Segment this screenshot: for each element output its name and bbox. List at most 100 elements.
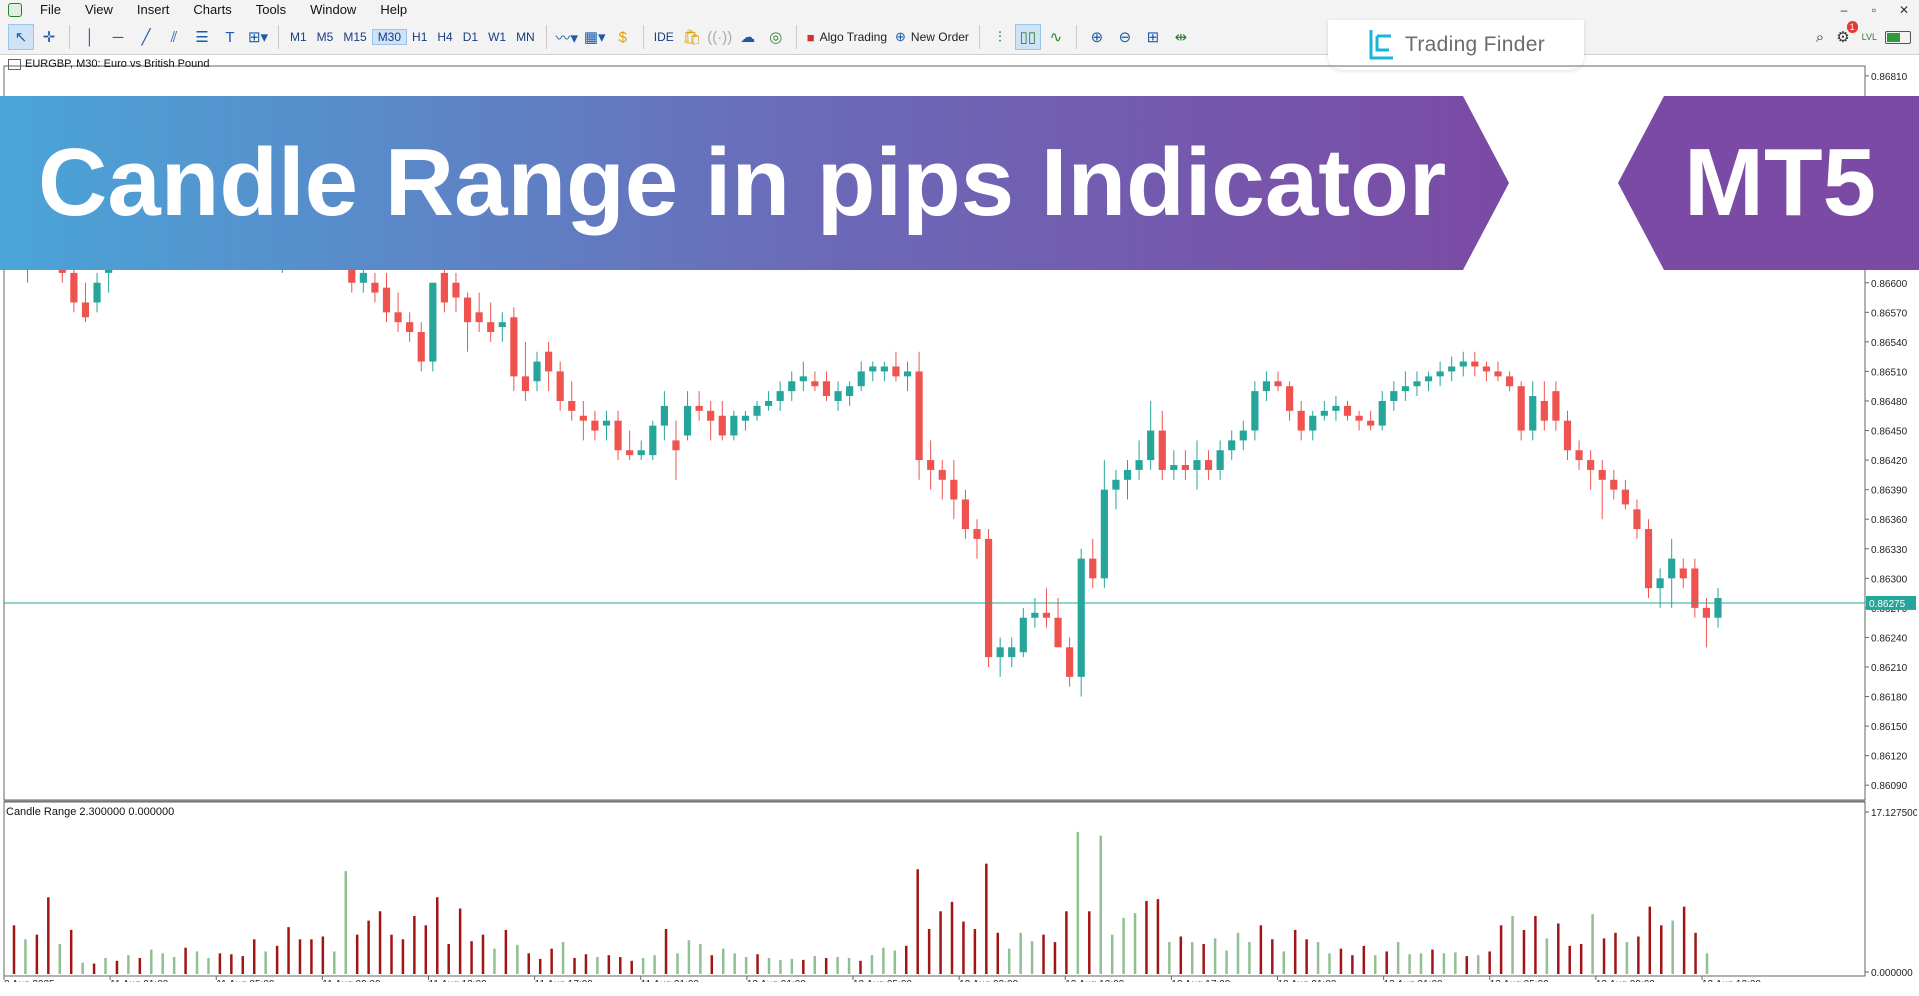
candle-bull xyxy=(799,376,807,382)
channel-icon[interactable]: ⫽ xyxy=(170,28,178,46)
indicator-y-tick-label: 17.127500 xyxy=(1871,808,1917,819)
candle-bull xyxy=(834,391,842,401)
x-tick-label: 11 Aug 13:00 xyxy=(429,979,488,982)
algo-trading-button[interactable]: ■ Algo Trading xyxy=(803,24,891,50)
candle-bull xyxy=(1123,469,1132,480)
timeframe-m5[interactable]: M5 xyxy=(316,30,334,44)
menu-window[interactable]: Window xyxy=(310,2,357,17)
zoom-in-icon[interactable]: ⊕ xyxy=(1090,29,1104,46)
menu-help[interactable]: Help xyxy=(380,2,408,17)
template-icon[interactable]: ▦▾ xyxy=(583,29,606,46)
signal-icon[interactable]: ((·)) xyxy=(707,28,733,46)
cloud-icon[interactable]: ☁ xyxy=(740,29,756,46)
close-button[interactable]: ✕ xyxy=(1898,3,1910,17)
text-icon[interactable]: T xyxy=(225,28,235,46)
menu-file[interactable]: File xyxy=(40,2,61,17)
menu-charts[interactable]: Charts xyxy=(193,2,232,17)
timeframe-d1[interactable]: D1 xyxy=(462,30,479,44)
candle-bull xyxy=(1170,465,1178,470)
market-icon[interactable]: 🛍 xyxy=(682,29,702,46)
title-banner: Candle Range in pips Indicator xyxy=(0,96,1509,270)
chart-window[interactable]: 0.868100.867800.867500.867200.866900.866… xyxy=(2,56,1917,982)
grid-icon[interactable]: ⊞ xyxy=(1146,29,1160,46)
autoscroll-icon[interactable]: ⇹ xyxy=(1174,29,1188,46)
candle-bear xyxy=(707,410,715,421)
candle-bull xyxy=(1668,558,1676,579)
y-tick-label: 0.86180 xyxy=(1871,693,1908,704)
candle-bear xyxy=(1204,460,1213,470)
candle-bear xyxy=(556,371,564,401)
timeframe-w1[interactable]: W1 xyxy=(488,30,507,44)
candle-bull xyxy=(1135,460,1143,470)
cursor-icon[interactable]: ↖ xyxy=(8,24,34,50)
candle-bull xyxy=(1401,386,1409,392)
toolbar-separator xyxy=(545,25,547,49)
indicator-label: Candle Range 2.300000 0.000000 xyxy=(6,806,175,818)
candle-bull xyxy=(764,400,773,406)
restore-button[interactable]: ▫ xyxy=(1871,3,1877,17)
candle-bull xyxy=(1332,405,1340,411)
timeframe-m30[interactable]: M30 xyxy=(371,29,408,45)
y-tick-label: 0.86600 xyxy=(1871,279,1908,290)
timeframe-h4[interactable]: H4 xyxy=(437,30,453,44)
candle-bull xyxy=(1077,558,1085,677)
timeframe-m15[interactable]: M15 xyxy=(343,30,367,44)
line-chart-icon[interactable]: ∿ xyxy=(1049,29,1063,46)
candle-bear xyxy=(579,415,587,421)
candle-bull xyxy=(1656,578,1664,589)
candle-chart-icon[interactable]: ▯▯ xyxy=(1014,24,1041,50)
candle-bull xyxy=(869,366,877,372)
toolbar-separator xyxy=(69,25,70,49)
dollar-icon[interactable]: $ xyxy=(618,28,627,46)
crosshair-icon[interactable]: ✛ xyxy=(42,29,56,46)
timeframe-m1[interactable]: M1 xyxy=(290,30,307,44)
candle-bull xyxy=(660,405,668,426)
candle-bear xyxy=(1482,366,1491,372)
horizontal-line-icon[interactable]: ─ xyxy=(112,28,124,46)
y-tick-label: 0.86090 xyxy=(1871,781,1908,792)
search-icon[interactable]: ⌕ xyxy=(1815,28,1825,46)
shapes-icon[interactable]: ⊞▾ xyxy=(247,29,269,46)
minimize-button[interactable]: – xyxy=(1840,3,1848,17)
candle-bear xyxy=(1343,405,1352,416)
menu-tools[interactable]: Tools xyxy=(255,2,287,17)
menu-view[interactable]: View xyxy=(84,2,113,17)
candle-bull xyxy=(1390,391,1398,401)
timeframe-h1[interactable]: H1 xyxy=(412,30,428,44)
candle-bear xyxy=(382,287,391,313)
x-tick-label: 13 Aug 13:00 xyxy=(1702,979,1761,982)
x-tick-label: 12 Aug 09:00 xyxy=(959,979,1018,982)
ide-button[interactable]: IDE xyxy=(653,30,674,44)
timeframe-mn[interactable]: MN xyxy=(516,30,535,44)
candle-bull xyxy=(1448,366,1456,372)
y-tick-label: 0.86810 xyxy=(1871,72,1908,83)
battery-icon xyxy=(1885,30,1911,44)
bar-chart-icon[interactable]: ⫶ xyxy=(998,28,1002,46)
candle-bull xyxy=(1031,612,1039,618)
toolbar-right: ⌕ ⚙ 1 LVL xyxy=(1804,21,1911,52)
candle-bull xyxy=(1413,381,1421,387)
vertical-line-icon[interactable]: │ xyxy=(85,28,95,46)
candle-bull xyxy=(846,386,854,397)
trendline-icon[interactable]: ╱ xyxy=(141,29,151,46)
menu-insert[interactable]: Insert xyxy=(136,2,170,17)
candle-bull xyxy=(776,391,784,401)
notifications-icon[interactable]: ⚙ 1 xyxy=(1836,21,1858,46)
price-chart[interactable]: 0.868100.867800.867500.867200.866900.866… xyxy=(2,56,1917,982)
notification-badge: 1 xyxy=(1846,21,1858,33)
new-order-button[interactable]: ⊕ New Order xyxy=(891,24,973,50)
toolbar-separator xyxy=(795,25,797,49)
vps-icon[interactable]: ◎ xyxy=(769,29,783,46)
new-order-label: New Order xyxy=(910,30,969,44)
x-tick-label: 11 Aug 05:00 xyxy=(216,979,275,982)
zoom-out-icon[interactable]: ⊖ xyxy=(1118,29,1132,46)
candle-bull xyxy=(1239,430,1247,441)
candle-bear xyxy=(1286,386,1294,411)
candle-bear xyxy=(1297,410,1305,431)
fibonacci-icon[interactable]: ☰ xyxy=(195,29,209,46)
chart-symbol-label: EURGBP, M30: Euro vs British Pound xyxy=(8,58,209,70)
candle-bull xyxy=(1320,410,1328,416)
candle-bull xyxy=(1251,391,1259,431)
candle-bear xyxy=(1066,647,1074,677)
indicator-icon[interactable]: 〰▾ xyxy=(555,29,578,47)
